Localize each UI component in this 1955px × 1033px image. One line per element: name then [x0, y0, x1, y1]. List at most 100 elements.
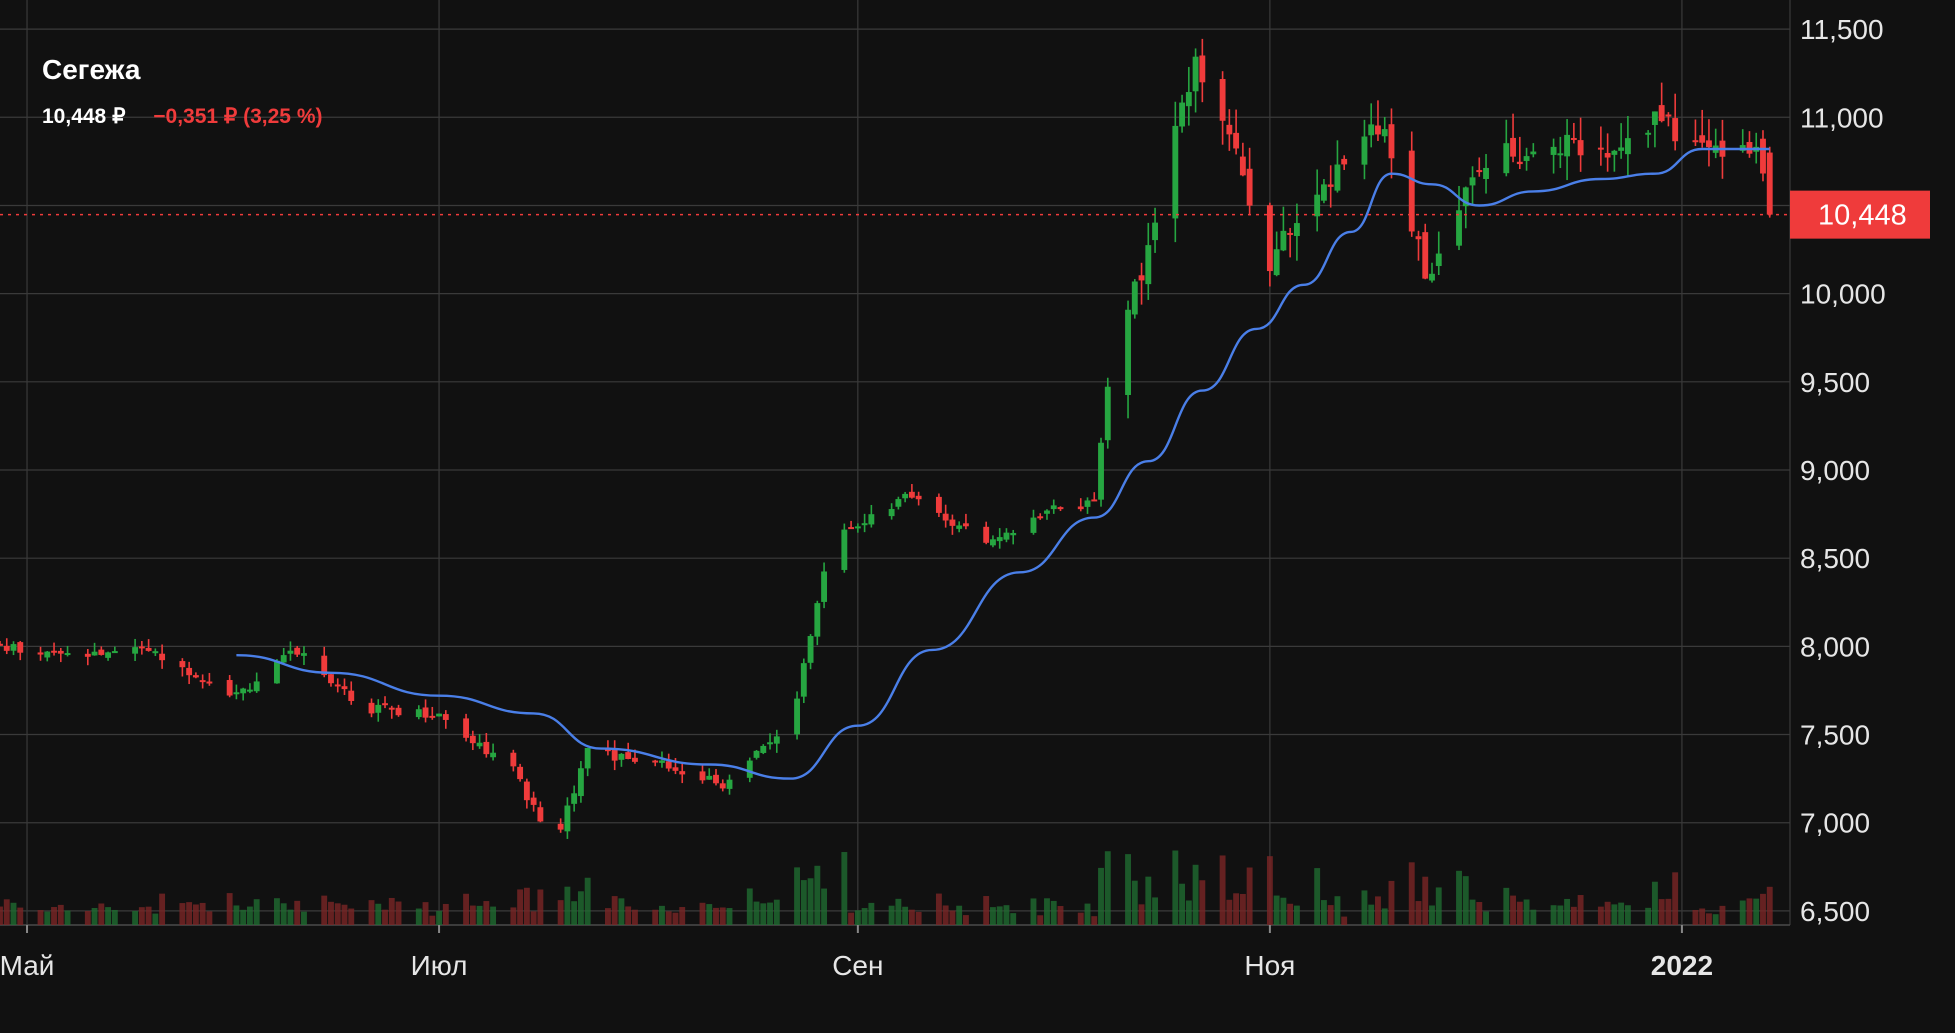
volume-bar	[942, 905, 949, 925]
volume-bar	[773, 899, 780, 925]
volume-bar	[794, 867, 800, 925]
candle-body	[1334, 164, 1341, 191]
candle-body	[652, 760, 659, 763]
last-price-badge-label: 10,448	[1818, 200, 1907, 232]
candle-body	[422, 707, 429, 718]
volume-bar	[1152, 897, 1158, 925]
candle-body	[1658, 105, 1665, 122]
volume-bar	[1611, 904, 1618, 925]
candle-body	[1185, 92, 1192, 107]
volume-bar	[719, 907, 726, 925]
candle-body	[611, 748, 618, 761]
candle-body	[1104, 386, 1111, 441]
candle-body	[854, 526, 861, 529]
volume-bar	[64, 910, 71, 925]
volume-bar	[564, 886, 571, 925]
candle-body	[1435, 253, 1442, 267]
candle-body	[1645, 132, 1652, 135]
x-tick-label: Май	[0, 950, 54, 981]
candle-body	[159, 653, 166, 661]
candle-body	[1152, 222, 1158, 241]
volume-bar	[1044, 898, 1050, 925]
candle-body	[800, 663, 807, 697]
candle-body	[1483, 167, 1489, 179]
volume-bar	[1658, 899, 1665, 925]
candle-body	[848, 527, 855, 530]
candle-body	[1550, 146, 1557, 155]
candle-body	[1516, 161, 1523, 165]
candle-body	[51, 650, 57, 653]
candle-body	[1422, 232, 1429, 279]
volume-bar	[1429, 905, 1435, 925]
y-tick-label: 8,500	[1800, 543, 1870, 574]
x-tick-label: 2022	[1651, 950, 1713, 981]
y-tick-label: 7,500	[1800, 720, 1870, 751]
volume-bar	[1341, 916, 1348, 925]
candle-body	[1570, 137, 1577, 140]
volume-bar	[821, 888, 828, 925]
candle-body	[942, 513, 949, 521]
candle-body	[1077, 506, 1084, 510]
volume-bar	[1239, 893, 1246, 925]
candle-body	[57, 650, 64, 654]
volume-bar	[1597, 906, 1604, 925]
candle-body	[935, 496, 942, 513]
candle-body	[1131, 281, 1138, 315]
candle-body	[64, 653, 71, 656]
candle-body	[152, 651, 159, 654]
volume-bar	[706, 904, 713, 925]
candlestick-series	[0, 38, 1773, 839]
y-tick-label: 6,500	[1800, 896, 1870, 927]
volume-bar	[1422, 876, 1429, 925]
volume-bar	[1098, 867, 1104, 925]
candle-body	[375, 704, 382, 713]
candle-body	[98, 649, 105, 655]
volume-bar	[1050, 900, 1057, 925]
candle-body	[1597, 147, 1604, 150]
volume-bar	[1604, 901, 1611, 925]
candle-body	[773, 736, 780, 744]
x-tick-label: Ноя	[1244, 950, 1295, 981]
candle-body	[1415, 236, 1422, 240]
volume-bar	[672, 912, 679, 925]
volume-bar	[233, 905, 240, 925]
candle-body	[138, 646, 145, 649]
x-tick-label: Июл	[411, 950, 468, 981]
y-tick-label: 7,000	[1800, 808, 1870, 839]
candle-body	[1624, 138, 1631, 155]
volume-bar	[1570, 906, 1577, 925]
candle-body	[1503, 143, 1510, 174]
volume-bar	[280, 903, 287, 925]
volume-bar	[98, 903, 105, 925]
volume-bar	[206, 911, 213, 925]
candle-body	[1044, 510, 1050, 514]
candle-body	[902, 493, 909, 499]
candle-body	[17, 642, 24, 653]
last-price-badge: 10,448	[1790, 190, 1930, 239]
candle-body	[841, 529, 848, 570]
candle-body	[1003, 532, 1010, 540]
volume-bar	[294, 900, 301, 925]
candle-body	[1293, 223, 1300, 237]
candle-body	[807, 636, 814, 663]
last-price-badge-bg	[1790, 190, 1930, 239]
volume-bar	[111, 909, 118, 925]
volume-bar	[1483, 911, 1489, 925]
volume-bar	[1192, 864, 1199, 925]
candle-body	[584, 747, 591, 769]
volume-bar	[510, 907, 517, 925]
volume-bar	[226, 893, 233, 925]
volume-bar	[463, 893, 470, 925]
quote-line: 10,448 ₽ −0,351 ₽ (3,25 %)	[42, 104, 323, 129]
candle-body	[996, 537, 1003, 542]
volume-bars	[0, 850, 1773, 925]
candle-body	[1564, 134, 1571, 157]
candle-body	[1408, 150, 1415, 232]
volume-bar	[800, 880, 807, 925]
volume-bar	[1692, 909, 1699, 925]
y-tick-label: 8,000	[1800, 631, 1870, 662]
volume-bar	[1523, 899, 1530, 925]
volume-bar	[1415, 901, 1422, 925]
volume-bar	[902, 906, 909, 925]
